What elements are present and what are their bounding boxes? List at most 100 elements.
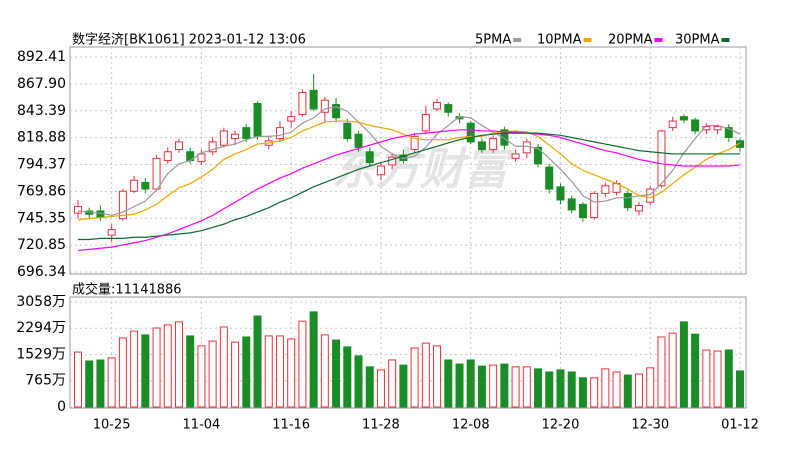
volume-bar [388, 359, 397, 408]
candle-body [433, 101, 442, 110]
volume-bar [219, 326, 228, 408]
volume-bar [679, 321, 688, 408]
x-tick-label: 12-08 [452, 418, 490, 433]
x-tick-label: 10-25 [93, 418, 131, 433]
volume-bar [107, 357, 116, 408]
volume-bar [96, 359, 105, 408]
volume-bar [567, 371, 576, 408]
candle-body [410, 135, 419, 151]
candle-body [444, 104, 453, 113]
candle-body [702, 126, 711, 131]
candle-body [320, 99, 329, 113]
candle-body [534, 146, 543, 165]
y-tick-label: 867.90 [17, 76, 66, 92]
candle-body [141, 181, 150, 190]
candle-body [332, 104, 341, 119]
volume-bar [130, 330, 139, 408]
volume-bar [186, 335, 195, 408]
legend-label: 20PMA [608, 33, 653, 48]
x-tick-label: 11-16 [272, 418, 310, 433]
volume-bar [421, 342, 430, 408]
volume-bar [118, 337, 127, 408]
candle-body [545, 166, 554, 190]
candle-body [242, 127, 251, 140]
legend-swatch [721, 38, 730, 42]
candle-body [96, 210, 105, 219]
legend-swatch [583, 38, 592, 42]
volume-bar [657, 336, 666, 408]
x-tick-label: 12-20 [542, 418, 580, 433]
volume-bar [354, 355, 363, 408]
candle-body [253, 103, 262, 137]
candle-body [668, 120, 677, 129]
candle-body [275, 127, 284, 140]
volume-bar [646, 367, 655, 408]
volume-bar [433, 345, 442, 408]
candle-body [174, 141, 183, 151]
volume-bar [197, 345, 206, 408]
candle-body [567, 198, 576, 211]
y-tick-label: 1529万 [16, 347, 66, 363]
candle-body [197, 153, 206, 163]
y-tick-label: 843.39 [17, 103, 66, 119]
legend-swatch [654, 38, 663, 42]
x-tick-label: 01-12 [721, 418, 759, 433]
candle-body [354, 133, 363, 148]
watermark: 东方财富 [332, 144, 514, 195]
legend-label: 10PMA [537, 33, 582, 48]
volume-bar [590, 377, 599, 408]
candle-body [107, 229, 116, 236]
volume-bar [477, 365, 486, 408]
legend-swatch [513, 38, 522, 42]
volume-bar [242, 336, 251, 408]
y-tick-label: 892.41 [17, 49, 66, 65]
volume-bar [309, 311, 318, 408]
volume-bar [231, 341, 240, 408]
volume-bar [601, 368, 610, 408]
candle-body [130, 179, 139, 192]
volume-bar [85, 360, 94, 408]
candle-body [421, 113, 430, 132]
candle-body [208, 141, 217, 153]
candle-body [74, 206, 82, 214]
volume-bar [635, 373, 644, 408]
candle-body [231, 133, 240, 140]
volume-bar [556, 369, 565, 408]
candle-body [118, 190, 127, 220]
y-tick-label: 818.88 [17, 130, 66, 146]
candle-body [298, 92, 307, 115]
volume-bar [612, 371, 621, 408]
chart-title: 数字经济[BK1061] 2023-01-12 13:06 [72, 33, 306, 48]
candle-body [466, 122, 475, 143]
candle-body [163, 151, 172, 162]
candle-body [365, 151, 374, 164]
candle-body [590, 192, 599, 219]
volume-frame [69, 296, 747, 409]
candle-body [679, 116, 688, 121]
y-tick-label: 0 [57, 399, 66, 415]
candle-body [152, 157, 161, 190]
x-tick-label: 11-04 [183, 418, 221, 433]
y-tick-label: 3058万 [16, 294, 66, 310]
ma-line [77, 106, 741, 216]
volume-bar [365, 366, 374, 408]
volume-bar [623, 374, 632, 408]
volume-bar [578, 377, 587, 408]
ma-line [77, 120, 741, 221]
candle-body [578, 203, 587, 219]
candle-body [713, 126, 722, 131]
ma-line [78, 132, 740, 241]
legend-label: 30PMA [675, 33, 720, 48]
candle-body [646, 188, 655, 203]
volume-title: 成交量:11141886 [72, 282, 182, 298]
volume-bar [702, 349, 711, 408]
ma-line [77, 129, 741, 252]
volume-bar [253, 315, 262, 408]
volume-bar [713, 350, 722, 408]
y-tick-label: 794.37 [17, 157, 66, 173]
x-tick-label: 12-30 [631, 418, 669, 433]
volume-bar [332, 339, 341, 408]
volume-bar [208, 340, 217, 408]
candle-body [724, 127, 733, 138]
